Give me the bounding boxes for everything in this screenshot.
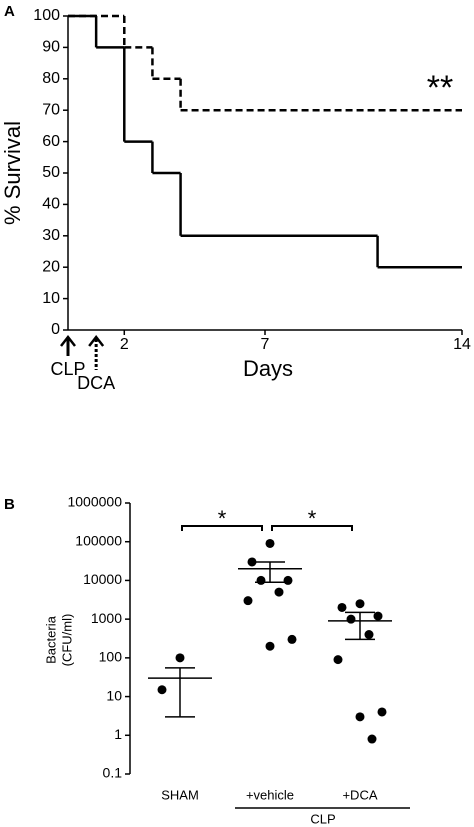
- data-point: [337, 602, 347, 612]
- x-tick-label: 14: [453, 336, 471, 353]
- significance: *: [308, 506, 317, 531]
- y-tick-label: 0: [51, 321, 60, 338]
- y-axis-label: (CFU/ml): [59, 614, 74, 667]
- x-tick-label: 2: [120, 336, 129, 353]
- y-tick-label: 1000000: [67, 494, 122, 510]
- y-tick-label: 10: [42, 290, 60, 307]
- data-point: [243, 596, 253, 606]
- data-point: [364, 630, 374, 640]
- data-point: [287, 634, 297, 644]
- data-point: [265, 538, 275, 548]
- x-tick-label: +vehicle: [246, 787, 294, 802]
- data-point: [373, 611, 383, 621]
- data-point: [377, 707, 387, 717]
- arrow-head: [60, 334, 76, 347]
- y-tick-label: 1000: [91, 610, 122, 626]
- y-tick-label: 70: [42, 101, 60, 118]
- arrow-label: DCA: [77, 373, 115, 393]
- panel-label: B: [4, 496, 15, 513]
- y-tick-label: 10: [106, 687, 122, 703]
- data-point: [247, 557, 257, 567]
- y-tick-label: 80: [42, 70, 60, 87]
- significance-bracket: [181, 525, 263, 531]
- data-point: [175, 653, 185, 663]
- y-tick-label: 20: [42, 258, 60, 275]
- y-tick-label: 10000: [83, 571, 122, 587]
- y-tick-label: 100: [33, 7, 60, 24]
- data-point: [355, 712, 365, 722]
- x-tick-label: +DCA: [342, 787, 377, 802]
- y-axis-label: Bacteria: [43, 615, 58, 663]
- y-tick-label: 50: [42, 164, 60, 181]
- significance: **: [427, 69, 453, 107]
- data-point: [265, 641, 275, 651]
- data-point: [157, 685, 167, 695]
- y-tick-label: 30: [42, 227, 60, 244]
- data-point: [283, 575, 293, 585]
- data-point: [355, 599, 365, 609]
- arrow-head: [88, 334, 105, 347]
- y-tick-label: 100000: [75, 532, 122, 548]
- y-tick-label: 1: [114, 726, 122, 742]
- data-point: [274, 587, 284, 597]
- y-tick-label: 40: [42, 196, 60, 213]
- data-point: [256, 575, 266, 585]
- data-point: [346, 614, 356, 624]
- x-axis-label: Days: [243, 356, 293, 381]
- data-point: [333, 655, 343, 665]
- arrow-label: CLP: [50, 359, 85, 379]
- y-tick-label: 0.1: [103, 765, 123, 781]
- panel-label: A: [4, 3, 15, 20]
- y-tick-label: 90: [42, 39, 60, 56]
- significance-bracket: [271, 525, 353, 531]
- x-tick-label: SHAM: [161, 787, 199, 802]
- data-point: [367, 734, 377, 744]
- x-tick-label: 7: [261, 336, 270, 353]
- y-tick-label: 60: [42, 133, 60, 150]
- group-label: CLP: [310, 811, 335, 826]
- y-axis-label: % Survival: [0, 121, 25, 225]
- y-tick-label: 100: [99, 649, 123, 665]
- significance: *: [218, 506, 227, 531]
